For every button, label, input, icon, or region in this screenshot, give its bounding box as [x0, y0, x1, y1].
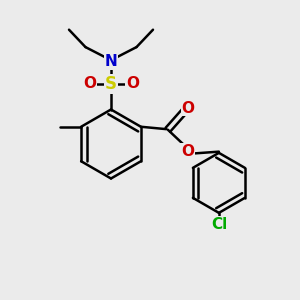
Text: N: N — [105, 54, 117, 69]
Text: O: O — [181, 144, 194, 159]
Text: O: O — [83, 76, 96, 92]
Text: S: S — [105, 75, 117, 93]
Text: Cl: Cl — [211, 217, 227, 232]
Text: O: O — [182, 101, 194, 116]
Text: O: O — [126, 76, 139, 92]
